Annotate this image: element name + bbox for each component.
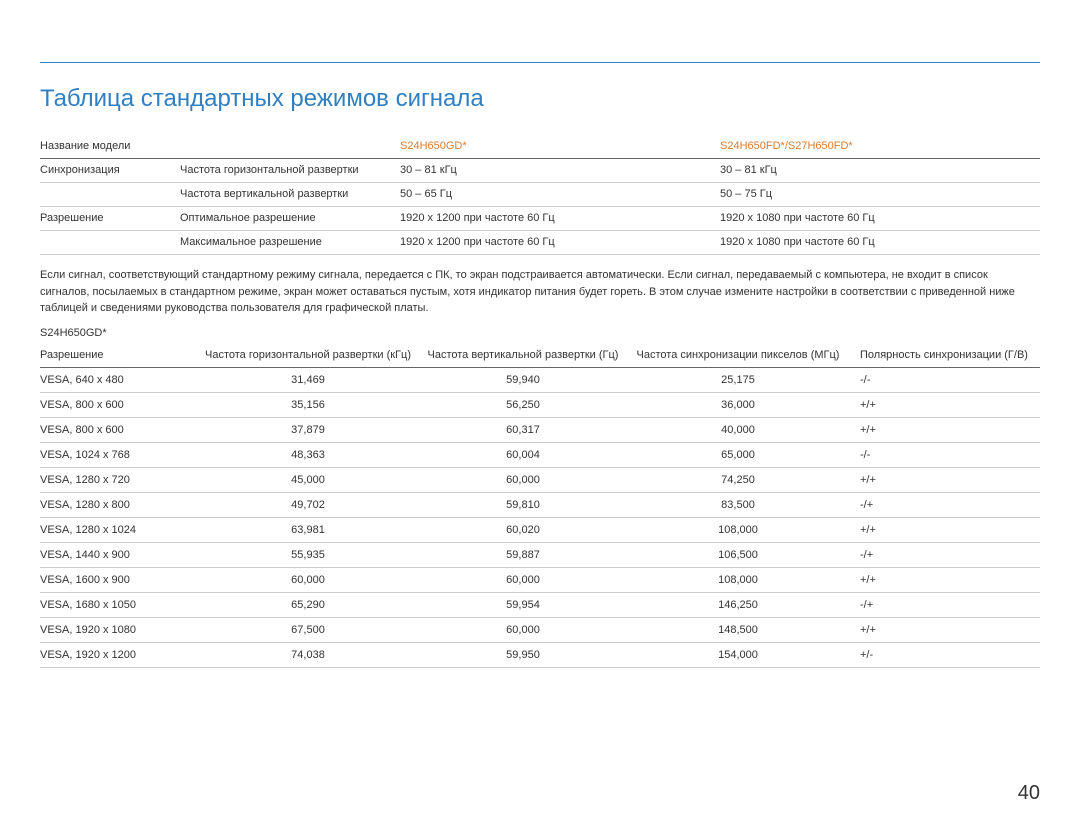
modes-cell: VESA, 1920 x 1080	[40, 617, 200, 642]
modes-cell: +/+	[850, 417, 1040, 442]
modes-cell: +/+	[850, 567, 1040, 592]
specs-header-cell	[180, 135, 400, 159]
modes-cell: 65,290	[200, 592, 420, 617]
specs-cell: 1920 x 1080 при частоте 60 Гц	[720, 231, 1040, 255]
modes-cell: 56,250	[420, 392, 630, 417]
modes-cell: 148,500	[630, 617, 850, 642]
body-text: Если сигнал, соответствующий стандартном…	[40, 267, 1040, 317]
specs-cell: Частота горизонтальной развертки	[180, 159, 400, 183]
modes-cell: VESA, 1440 x 900	[40, 542, 200, 567]
modes-cell: 83,500	[630, 492, 850, 517]
specs-cell: 1920 x 1200 при частоте 60 Гц	[400, 207, 720, 231]
specs-header-cell: Название модели	[40, 135, 180, 159]
modes-cell: -/+	[850, 592, 1040, 617]
modes-cell: VESA, 1280 x 720	[40, 467, 200, 492]
specs-tbody: Название модели S24H650GD*S24H650FD*/S27H…	[40, 135, 1040, 255]
page-title: Таблица стандартных режимов сигнала	[40, 85, 1040, 113]
modes-cell: 31,469	[200, 367, 420, 392]
page-number: 40	[1018, 782, 1040, 805]
modes-cell: -/+	[850, 542, 1040, 567]
specs-cell: Разрешение	[40, 207, 180, 231]
modes-cell: 60,004	[420, 442, 630, 467]
modes-cell: 40,000	[630, 417, 850, 442]
modes-cell: VESA, 1920 x 1200	[40, 642, 200, 667]
modes-cell: 108,000	[630, 567, 850, 592]
specs-cell: Максимальное разрешение	[180, 231, 400, 255]
modes-cell: 48,363	[200, 442, 420, 467]
modes-cell: VESA, 1600 x 900	[40, 567, 200, 592]
specs-header-cell: S24H650FD*/S27H650FD*	[720, 135, 1040, 159]
modes-cell: 45,000	[200, 467, 420, 492]
specs-cell: 1920 x 1200 при частоте 60 Гц	[400, 231, 720, 255]
modes-cell: +/+	[850, 617, 1040, 642]
modes-cell: 35,156	[200, 392, 420, 417]
specs-cell: 30 – 81 кГц	[400, 159, 720, 183]
specs-cell: Оптимальное разрешение	[180, 207, 400, 231]
modes-cell: 106,500	[630, 542, 850, 567]
modes-cell: 37,879	[200, 417, 420, 442]
modes-cell: 59,887	[420, 542, 630, 567]
modes-header-cell: Частота горизонтальной развертки (кГц)	[200, 343, 420, 368]
modes-cell: VESA, 1024 x 768	[40, 442, 200, 467]
specs-cell: 1920 x 1080 при частоте 60 Гц	[720, 207, 1040, 231]
modes-cell: 59,950	[420, 642, 630, 667]
modes-cell: 60,000	[420, 467, 630, 492]
modes-cell: -/-	[850, 367, 1040, 392]
modes-cell: VESA, 1680 x 1050	[40, 592, 200, 617]
modes-cell: 108,000	[630, 517, 850, 542]
modes-cell: VESA, 640 x 480	[40, 367, 200, 392]
modes-cell: 60,317	[420, 417, 630, 442]
modes-cell: 59,810	[420, 492, 630, 517]
specs-cell: 30 – 81 кГц	[720, 159, 1040, 183]
modes-cell: 74,038	[200, 642, 420, 667]
modes-cell: +/+	[850, 467, 1040, 492]
modes-cell: 49,702	[200, 492, 420, 517]
modes-cell: 154,000	[630, 642, 850, 667]
specs-cell	[40, 183, 180, 207]
modes-cell: 25,175	[630, 367, 850, 392]
modes-subhead: S24H650GD*	[40, 327, 1040, 339]
modes-cell: 74,250	[630, 467, 850, 492]
specs-cell: Частота вертикальной развертки	[180, 183, 400, 207]
modes-cell: VESA, 1280 x 1024	[40, 517, 200, 542]
specs-cell: 50 – 65 Гц	[400, 183, 720, 207]
specs-cell	[40, 231, 180, 255]
modes-tbody: РазрешениеЧастота горизонтальной разверт…	[40, 343, 1040, 668]
modes-cell: VESA, 800 x 600	[40, 392, 200, 417]
modes-cell: 55,935	[200, 542, 420, 567]
modes-cell: 60,000	[420, 617, 630, 642]
modes-header-cell: Частота синхронизации пикселов (МГц)	[630, 343, 850, 368]
modes-cell: +/+	[850, 517, 1040, 542]
modes-cell: 65,000	[630, 442, 850, 467]
modes-cell: +/-	[850, 642, 1040, 667]
modes-cell: 59,940	[420, 367, 630, 392]
modes-header-cell: Разрешение	[40, 343, 200, 368]
modes-header-cell: Частота вертикальной развертки (Гц)	[420, 343, 630, 368]
modes-table: РазрешениеЧастота горизонтальной разверт…	[40, 343, 1040, 668]
modes-cell: 59,954	[420, 592, 630, 617]
modes-header-cell: Полярность синхронизации (Г/В)	[850, 343, 1040, 368]
modes-cell: VESA, 1280 x 800	[40, 492, 200, 517]
modes-cell: 36,000	[630, 392, 850, 417]
modes-cell: 63,981	[200, 517, 420, 542]
top-divider	[40, 62, 1040, 63]
modes-cell: 60,000	[200, 567, 420, 592]
modes-cell: -/-	[850, 442, 1040, 467]
modes-cell: +/+	[850, 392, 1040, 417]
modes-cell: 67,500	[200, 617, 420, 642]
specs-cell: Синхронизация	[40, 159, 180, 183]
specs-table: Название модели S24H650GD*S24H650FD*/S27H…	[40, 135, 1040, 255]
modes-cell: 146,250	[630, 592, 850, 617]
modes-cell: -/+	[850, 492, 1040, 517]
modes-cell: VESA, 800 x 600	[40, 417, 200, 442]
modes-cell: 60,020	[420, 517, 630, 542]
specs-header-cell: S24H650GD*	[400, 135, 720, 159]
specs-cell: 50 – 75 Гц	[720, 183, 1040, 207]
modes-cell: 60,000	[420, 567, 630, 592]
